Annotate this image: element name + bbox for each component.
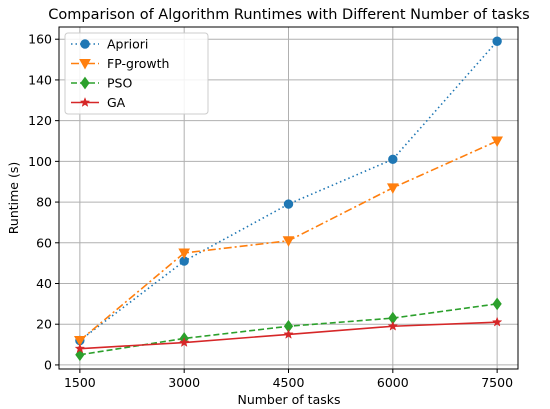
y-tick-label: 120 — [28, 113, 52, 128]
legend-label: GA — [107, 95, 126, 110]
y-tick-label: 20 — [36, 317, 52, 332]
data-point — [74, 343, 86, 354]
data-point — [491, 136, 503, 148]
x-tick-label: 1500 — [64, 375, 96, 390]
x-tick-label: 7500 — [481, 375, 513, 390]
legend-label: Apriori — [107, 37, 148, 52]
grid — [59, 27, 518, 369]
chart-title: Comparison of Algorithm Runtimes with Di… — [48, 7, 529, 23]
y-tick-label: 60 — [36, 235, 52, 250]
legend-item: PSO — [71, 76, 132, 91]
data-point — [283, 328, 294, 339]
y-axis-ticks: 0 20 40 60 80 100 120 140 160 — [28, 32, 59, 372]
legend: Apriori FP-growth PSO GA — [64, 32, 209, 115]
y-tick-label: 140 — [28, 72, 52, 87]
legend-marker — [80, 76, 90, 90]
legend-marker — [80, 39, 90, 49]
y-tick-label: 160 — [28, 32, 52, 47]
x-tick-label: 4500 — [273, 375, 305, 390]
legend-item: Apriori — [71, 37, 148, 52]
series-ga — [74, 316, 503, 354]
x-axis-ticks: 1500 3000 4500 6000 7500 — [64, 369, 513, 390]
legend-label: FP-growth — [107, 56, 169, 71]
data-point — [492, 36, 502, 46]
data-point — [387, 320, 399, 331]
data-point — [178, 248, 191, 259]
legend-marker — [79, 96, 91, 107]
legend-box — [64, 32, 209, 115]
data-point — [74, 336, 86, 347]
y-tick-label: 80 — [36, 195, 52, 210]
y-tick-label: 40 — [36, 276, 52, 291]
legend-item: GA — [71, 95, 126, 110]
x-tick-label: 6000 — [377, 375, 409, 390]
y-tick-label: 100 — [28, 154, 52, 169]
legend-item: FP-growth — [71, 56, 169, 71]
legend-marker — [79, 59, 91, 70]
data-point — [283, 199, 294, 209]
data-point — [492, 297, 502, 311]
data-point — [178, 337, 190, 348]
y-axis-label: Runtime (s) — [6, 162, 21, 234]
series-fp-growth — [74, 136, 503, 347]
data-point — [388, 154, 398, 165]
y-tick-label: 0 — [44, 357, 52, 372]
data-point — [491, 316, 503, 327]
x-axis-label: Number of tasks — [237, 392, 340, 407]
data-point — [282, 236, 295, 247]
data-point — [386, 183, 399, 194]
series-layer — [74, 36, 503, 362]
x-tick-label: 3000 — [168, 375, 200, 390]
legend-label: PSO — [107, 76, 132, 91]
